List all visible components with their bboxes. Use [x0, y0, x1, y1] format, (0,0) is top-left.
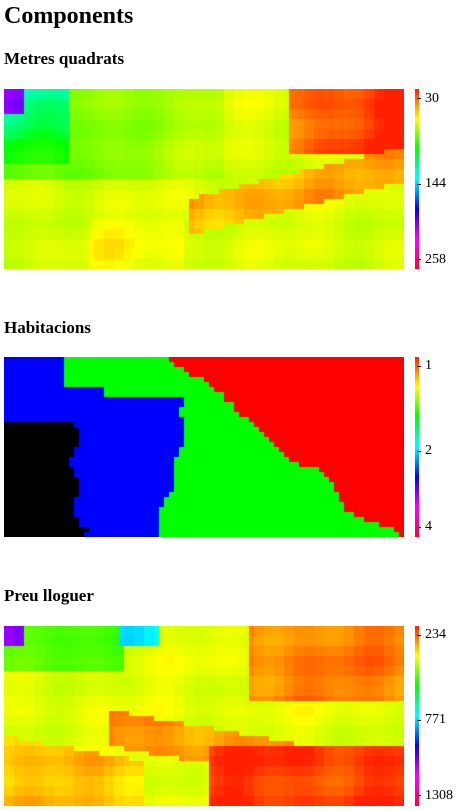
scale-label-max: 1308: [425, 788, 453, 803]
habitacions-color-scale: [415, 357, 419, 537]
scale-tick: [417, 527, 421, 528]
scale-label-min: 1: [425, 358, 432, 373]
scale-tick: [417, 98, 421, 99]
scale-tick: [417, 635, 421, 636]
habitacions-map[interactable]: [4, 357, 404, 537]
metres-quadrats-map[interactable]: [4, 89, 404, 269]
scale-tick: [417, 184, 421, 185]
scale-label-max: 4: [425, 519, 432, 534]
scale-label-mid: 144: [425, 176, 446, 191]
component-title-habitacions: Habitacions: [4, 318, 91, 337]
preu-lloguer-color-scale: [415, 626, 419, 806]
page-title: Components: [4, 3, 134, 29]
scale-tick: [417, 720, 421, 721]
scale-label-mid: 771: [425, 712, 446, 727]
component-title-metres: Metres quadrats: [4, 49, 125, 68]
scale-tick: [417, 366, 421, 367]
scale-label-max: 258: [425, 252, 446, 267]
scale-label-min: 30: [425, 91, 439, 106]
scale-tick: [417, 259, 421, 260]
preu-lloguer-map[interactable]: [4, 626, 404, 806]
component-title-preu: Preu lloguer: [4, 586, 94, 605]
scale-tick: [417, 795, 421, 796]
metres-quadrats-color-scale: [415, 89, 419, 269]
scale-label-mid: 2: [425, 443, 432, 458]
scale-label-min: 234: [425, 627, 446, 642]
scale-tick: [417, 451, 421, 452]
